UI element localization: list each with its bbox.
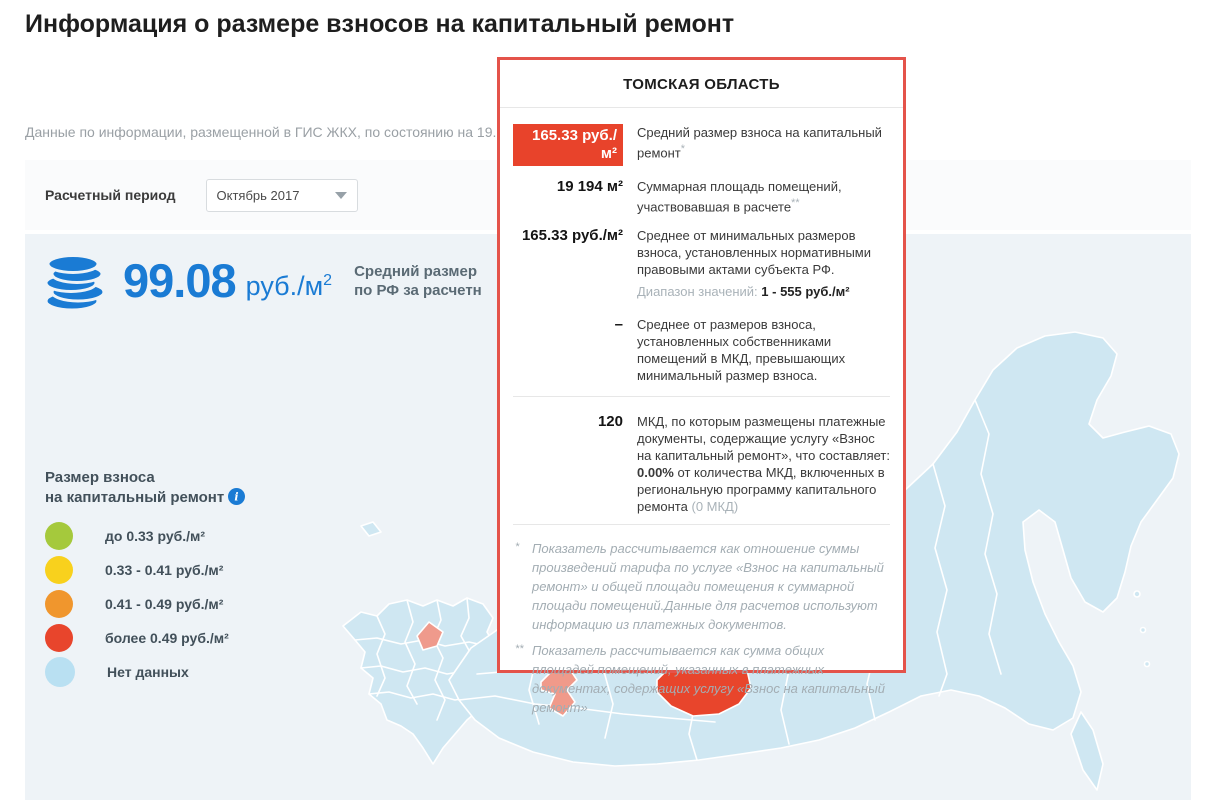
- legend-dot-red: [45, 624, 73, 652]
- owners-average-label: Среднее от размеров взноса, установленны…: [637, 317, 846, 384]
- total-area-label-text: Суммарная площадь помещений, участвовавш…: [637, 179, 842, 215]
- rf-average-unit-text: руб./м: [245, 271, 324, 301]
- legend-title-line2: на капитальный ремонт: [45, 489, 225, 506]
- average-contribution-label-text: Средний размер взноса на капитальный рем…: [637, 125, 882, 161]
- map-region-borders: [974, 399, 1002, 675]
- map-region-borders: [360, 665, 472, 675]
- map-legend: Размер взноса на капитальный ремонт i до …: [45, 468, 246, 692]
- total-area-value: 19 194 м²: [556, 178, 623, 195]
- footnote-1-text: Показатель рассчитывается как отношение …: [532, 541, 884, 633]
- legend-title-line2-wrap: на капитальный ремонт i: [45, 488, 246, 511]
- legend-item: более 0.49 руб./м²: [45, 624, 245, 652]
- legend-item: Нет данных: [45, 657, 245, 687]
- legend-item-label: 0.33 - 0.41 руб./м²: [105, 562, 224, 578]
- map-sakhalin-island[interactable]: [1070, 711, 1104, 791]
- map-islet: [1139, 626, 1147, 634]
- period-select-value: Октябрь 2017: [216, 187, 300, 203]
- mkd-percent: 0.00%: [637, 465, 674, 481]
- mkd-label-end: от количества МКД, включенных в регионал…: [637, 465, 885, 515]
- owners-average-value: –: [614, 316, 623, 334]
- tooltip-row-average: 165.33 руб./м² Средний размер взноса на …: [513, 124, 890, 166]
- map-region-highlight-small[interactable]: [416, 621, 444, 651]
- map-islet: [360, 521, 382, 537]
- region-tooltip: ТОМСКАЯ ОБЛАСТЬ 165.33 руб./м² Средний р…: [497, 57, 906, 715]
- value-range-label: Диапазон значений:: [637, 284, 758, 300]
- rf-average-description: Средний размер по РФ за расчетн: [354, 262, 482, 300]
- tooltip-rows: 165.33 руб./м² Средний размер взноса на …: [500, 124, 903, 526]
- period-filter-row: Расчетный период Октябрь 2017: [25, 160, 1191, 230]
- svg-text:i: i: [235, 491, 239, 504]
- period-label: Расчетный период: [45, 187, 176, 203]
- map-region-borders: [376, 615, 386, 697]
- period-select[interactable]: Октябрь 2017: [205, 178, 358, 212]
- legend-dot-nodata: [45, 657, 75, 687]
- coins-icon: [45, 254, 106, 312]
- legend-title-line1: Размер взноса: [45, 469, 155, 486]
- map-region-borders: [932, 463, 948, 697]
- map-region-borders: [404, 599, 418, 705]
- map-region-borders: [432, 599, 446, 721]
- tooltip-row-mkd: 120 МКД, по которым размещены платежные …: [513, 413, 890, 515]
- footnote-mark: *: [680, 143, 685, 155]
- chevron-down-icon: [334, 191, 347, 199]
- footnote-2-mark: **: [515, 643, 524, 656]
- map-islet: [1133, 590, 1141, 598]
- footnote-2: ** Показатель рассчитывается как сумма о…: [515, 641, 888, 717]
- min-average-label-text: Среднее от минимальных размеров взноса, …: [637, 228, 871, 278]
- value-range: Диапазон значений: 1 - 555 руб./м²: [637, 283, 890, 300]
- tooltip-divider: [513, 396, 890, 398]
- tooltip-region-title: ТОМСКАЯ ОБЛАСТЬ: [623, 76, 780, 93]
- footnote-1-mark: *: [515, 541, 520, 554]
- rf-average-value: 99.08: [123, 254, 237, 307]
- legend-item: до 0.33 руб./м²: [45, 522, 245, 550]
- total-area-label: Суммарная площадь помещений, участвовавш…: [637, 178, 890, 215]
- average-contribution-value: 165.33 руб./м²: [513, 124, 623, 166]
- min-average-value: 165.33 руб./м²: [521, 227, 623, 245]
- legend-item-label: более 0.49 руб./м²: [105, 630, 229, 646]
- tooltip-divider: [500, 107, 903, 108]
- legend-dot-green: [45, 522, 73, 550]
- legend-item-label: до 0.33 руб./м²: [105, 528, 206, 544]
- mkd-zero-note: (0 МКД): [691, 499, 739, 515]
- rf-average-description-line2: по РФ за расчетн: [354, 282, 482, 299]
- average-contribution-label: Средний размер взноса на капитальный рем…: [637, 124, 890, 166]
- mkd-count-label: МКД, по которым размещены платежные доку…: [637, 413, 890, 515]
- rf-average-summary: 99.08 руб./м2 Средний размер по РФ за ра…: [45, 252, 482, 315]
- legend-item-label: 0.41 - 0.49 руб./м²: [105, 596, 224, 612]
- legend-item-label: Нет данных: [107, 664, 189, 680]
- legend-item: 0.33 - 0.41 руб./м²: [45, 556, 245, 584]
- min-average-label: Среднее от минимальных размеров взноса, …: [637, 227, 890, 300]
- footnote-1: * Показатель рассчитывается как отношени…: [515, 539, 888, 634]
- rf-average-description-line1: Средний размер: [354, 263, 477, 280]
- value-range-value: 1 - 555 руб./м²: [761, 284, 850, 300]
- tooltip-row-area: 19 194 м² Суммарная площадь помещений, у…: [513, 178, 890, 215]
- legend-dot-orange: [45, 590, 73, 618]
- legend-item: 0.41 - 0.49 руб./м²: [45, 590, 245, 618]
- footnote-mark: **: [791, 197, 800, 209]
- data-as-of-note: Данные по информации, размещенной в ГИС …: [25, 124, 497, 140]
- tooltip-footnotes: * Показатель рассчитывается как отношени…: [500, 525, 903, 717]
- tooltip-row-min-average: 165.33 руб./м² Среднее от минимальных ра…: [513, 227, 890, 300]
- tooltip-divider: [513, 524, 890, 526]
- legend-dot-yellow: [45, 556, 73, 584]
- legend-items: до 0.33 руб./м² 0.33 - 0.41 руб./м² 0.41…: [45, 522, 245, 687]
- average-contribution-badge: 165.33 руб./м²: [513, 124, 623, 166]
- info-icon[interactable]: i: [228, 488, 246, 511]
- rf-average-unit-sup: 2: [323, 272, 333, 289]
- mkd-count-value: 120: [597, 413, 623, 431]
- page-title: Информация о размере взносов на капиталь…: [25, 10, 735, 38]
- map-islet: [1143, 660, 1151, 668]
- legend-title: Размер взноса на капитальный ремонт i: [45, 468, 246, 511]
- rf-average-unit: руб./м2: [246, 252, 332, 315]
- tooltip-row-owners-average: – Среднее от размеров взноса, установлен…: [513, 316, 890, 384]
- map-region-borders: [458, 695, 716, 723]
- mkd-label-start: МКД, по которым размещены платежные доку…: [637, 414, 890, 464]
- footnote-2-text: Показатель рассчитывается как сумма общи…: [532, 643, 885, 716]
